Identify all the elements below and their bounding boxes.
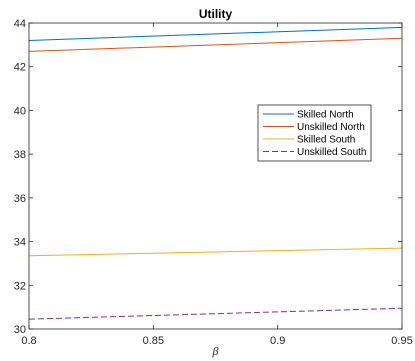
plot-area [29,23,402,329]
y-tick-label: 36 [14,193,26,205]
axes: 0.8 0.85 0.9 0.95 30 32 34 36 38 40 42 44 [14,18,413,347]
legend-label: Unskilled North [297,122,365,133]
x-tick-label: 0.95 [391,335,412,347]
series-line-unskilled-south [28,307,403,320]
series-line-skilled-north [28,26,403,41]
series-layer [28,26,403,320]
y-tick-label: 30 [14,324,26,336]
series-line-unskilled-north [28,37,403,52]
series-line-skilled-south [28,247,403,257]
x-tick-label: 0.85 [143,335,164,347]
y-tick-label: 40 [14,105,26,117]
axes-box [28,22,403,330]
y-tick-label: 44 [14,18,26,30]
x-tick-label: 0.8 [21,335,36,347]
y-tick-label: 34 [14,237,26,249]
x-axis-label: β [212,344,219,358]
y-tick-label: 42 [14,62,26,74]
x-tick-label: 0.9 [270,335,285,347]
y-tick-label: 32 [14,280,26,292]
legend-label: Skilled North [297,110,354,121]
legend-label: Skilled South [297,135,355,146]
legend-label: Unskilled South [297,147,366,158]
chart-title: Utility [199,7,233,21]
y-tick-label: 38 [14,149,26,161]
